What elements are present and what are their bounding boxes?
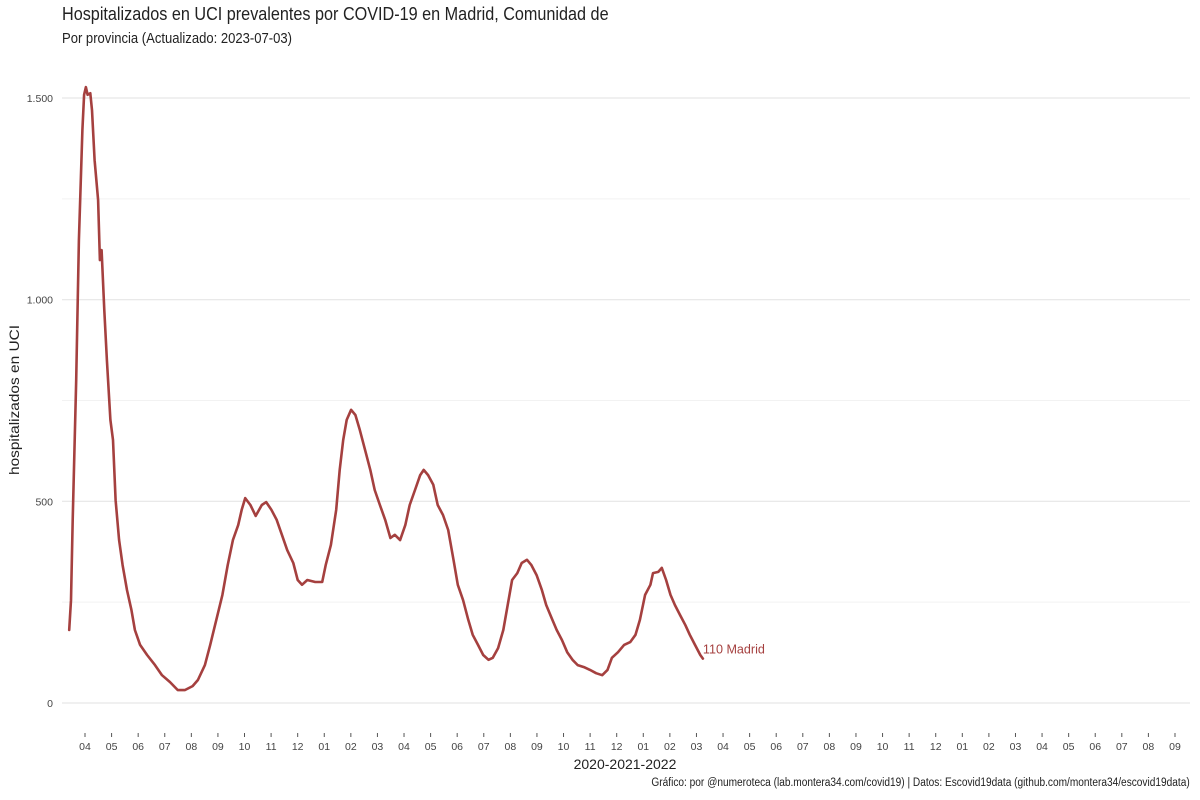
x-tick-label: 12 [611, 741, 623, 753]
y-tick-label: 0 [47, 698, 53, 710]
x-tick-label: 09 [1169, 741, 1181, 753]
x-tick-label: 01 [956, 741, 968, 753]
x-tick-label: 03 [372, 741, 384, 753]
x-tick-label: 03 [1010, 741, 1022, 753]
x-tick-label: 05 [744, 741, 756, 753]
x-tick-label: 04 [717, 741, 729, 753]
x-tick-label: 03 [691, 741, 703, 753]
x-tick-label: 11 [904, 741, 915, 753]
x-tick-label: 10 [239, 741, 251, 753]
x-tick-label: 06 [451, 741, 463, 753]
x-tick-label: 01 [318, 741, 330, 753]
gridlines [62, 97, 1190, 704]
x-tick-label: 02 [983, 741, 995, 753]
x-tick-label: 05 [106, 741, 118, 753]
chart-subtitle: Por provincia (Actualizado: 2023-07-03) [62, 31, 292, 47]
x-tick-label: 02 [664, 741, 676, 753]
x-tick-label: 06 [1089, 741, 1101, 753]
series-lines: 110 Madrid [67, 85, 765, 692]
x-tick-label: 11 [266, 741, 277, 753]
x-tick-label: 06 [770, 741, 782, 753]
y-axis-label: hospitalizados en UCI [6, 325, 22, 475]
x-tick-label: 07 [478, 741, 490, 753]
x-tick-label: 08 [824, 741, 836, 753]
x-tick-label: 04 [398, 741, 410, 753]
x-tick-label: 06 [132, 741, 144, 753]
x-tick-label: 12 [292, 741, 304, 753]
x-tick-label: 08 [505, 741, 517, 753]
x-tick-label: 08 [185, 741, 197, 753]
x-tick-label: 10 [877, 741, 889, 753]
x-tick-label: 09 [850, 741, 862, 753]
y-tick-label: 500 [35, 496, 53, 508]
x-axis-ticks: 04 05 06 07 08 09 10 11 12 01 02 03 04 05 06 07 08 09 10 11… [79, 733, 1181, 753]
x-tick-label: 09 [531, 741, 543, 753]
x-tick-label: 02 [345, 741, 357, 753]
series-line-madrid [67, 85, 705, 692]
series-end-label: 110 Madrid [703, 642, 765, 657]
x-tick-label: 01 [637, 741, 649, 753]
x-tick-label: 04 [79, 741, 91, 753]
x-tick-label: 07 [1116, 741, 1128, 753]
x-tick-label: 12 [930, 741, 942, 753]
x-tick-label: 11 [585, 741, 596, 753]
chart-caption: Gráfico: por @numeroteca (lab.montera34.… [651, 777, 1190, 789]
x-tick-label: 09 [212, 741, 224, 753]
x-tick-label: 05 [1063, 741, 1075, 753]
chart-title: Hospitalizados en UCI prevalentes por CO… [62, 4, 609, 24]
x-tick-label: 10 [558, 741, 570, 753]
x-tick-label: 07 [797, 741, 809, 753]
x-axis-label: 2020-2021-2022 [574, 756, 677, 772]
x-tick-label: 08 [1143, 741, 1155, 753]
y-tick-label: 1.000 [27, 295, 53, 307]
y-tick-label: 1.500 [27, 93, 53, 105]
x-tick-label: 05 [425, 741, 437, 753]
x-tick-label: 07 [159, 741, 171, 753]
y-axis-ticks: 0 500 1.000 1.500 [27, 93, 53, 710]
x-tick-label: 04 [1036, 741, 1048, 753]
